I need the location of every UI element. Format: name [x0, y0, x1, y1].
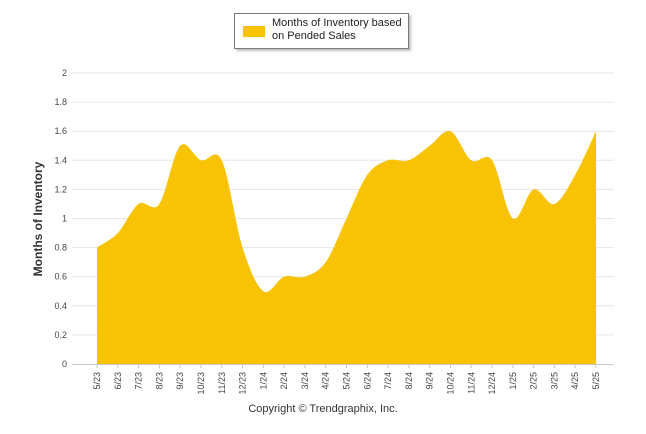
- x-tick-label: 5/23: [92, 372, 102, 390]
- y-axis-ticks: 0 0.2 0.4 0.6 0.8 1 1.2 1.4 1.6 1.8 2: [54, 68, 67, 369]
- x-tick-label: 3/24: [300, 372, 310, 390]
- x-tick-label: 3/25: [549, 372, 559, 390]
- legend: Months of Inventory based on Pended Sale…: [234, 13, 409, 49]
- y-tick-label: 1.4: [54, 155, 67, 165]
- x-tick-label: 9/24: [425, 372, 435, 390]
- copyright-text: Copyright © Trendgraphix, Inc.: [248, 403, 398, 415]
- legend-swatch: [243, 26, 265, 37]
- x-tick-label: 10/23: [196, 372, 206, 395]
- y-tick-label: 1: [62, 214, 67, 224]
- area-series: [97, 130, 596, 364]
- y-tick-label: 0.8: [54, 243, 67, 253]
- x-tick-label: 6/24: [362, 372, 372, 390]
- x-tick-label: 8/24: [404, 372, 414, 390]
- x-tick-label: 7/23: [134, 372, 144, 390]
- x-tick-label: 8/23: [154, 372, 164, 390]
- x-tick-label: 11/24: [466, 372, 476, 394]
- x-tick-label: 7/24: [383, 372, 393, 390]
- x-tick-label: 4/25: [570, 372, 580, 390]
- legend-label: Months of Inventory based on Pended Sale…: [272, 17, 402, 42]
- y-axis-title: Months of Inventory: [31, 161, 45, 276]
- y-tick-label: 0.2: [54, 330, 67, 340]
- y-tick-label: 0: [62, 359, 67, 369]
- x-tick-label: 5/25: [591, 372, 601, 390]
- x-tick-label: 2/24: [279, 372, 289, 390]
- x-tick-label: 5/24: [342, 372, 352, 390]
- x-tick-label: 12/24: [487, 372, 497, 395]
- y-tick-label: 1.6: [54, 126, 67, 136]
- x-tick-label: 2/25: [529, 372, 539, 390]
- x-axis-ticks: 5/23 6/23 7/23 8/23 9/23 10/23 11/23 12/23 1/24 2…: [92, 364, 601, 395]
- x-tick-label: 1/24: [258, 372, 268, 390]
- y-tick-label: 2: [62, 68, 67, 78]
- x-tick-label: 1/25: [508, 372, 518, 390]
- x-tick-label: 4/24: [321, 372, 331, 390]
- x-tick-label: 12/23: [238, 372, 248, 395]
- y-tick-label: 1.2: [54, 184, 67, 194]
- x-tick-label: 9/23: [175, 372, 185, 390]
- y-tick-label: 0.4: [54, 301, 67, 311]
- x-tick-label: 6/23: [113, 372, 123, 390]
- x-tick-label: 10/24: [445, 372, 455, 395]
- y-tick-label: 0.6: [54, 272, 67, 282]
- x-tick-label: 11/23: [217, 372, 227, 394]
- y-tick-label: 1.8: [54, 97, 67, 107]
